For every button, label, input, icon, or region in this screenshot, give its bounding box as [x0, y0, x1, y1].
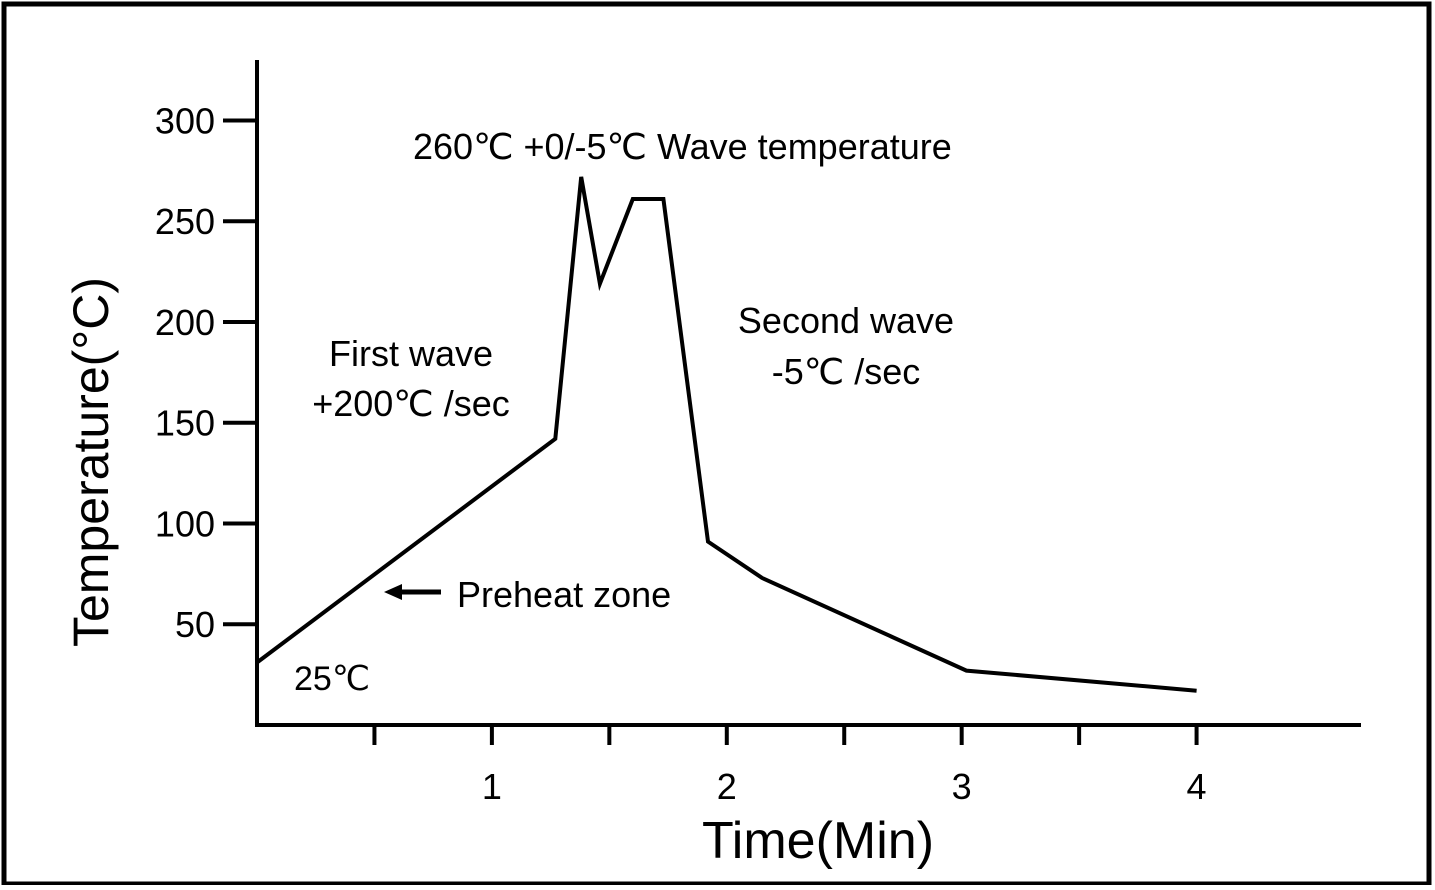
y-axis-title: Temperature(°C): [63, 277, 119, 647]
y-axis-ticks: 50 100 150 200 250 300: [155, 100, 257, 645]
temperature-profile-line: [255, 176, 1197, 693]
series-layer: [255, 176, 1197, 693]
y-tick-label: 300: [155, 100, 215, 141]
y-tick-label: 200: [155, 302, 215, 343]
x-tick-label: 2: [717, 766, 737, 807]
x-axis-title: Time(Min): [702, 812, 934, 870]
second-wave-label: Second wave: [738, 300, 954, 341]
y-tick-label: 250: [155, 201, 215, 242]
x-axis-ticks: 1 2 3 4: [372, 725, 1207, 807]
x-tick-label: 3: [952, 766, 972, 807]
x-tick-label: 4: [1187, 766, 1207, 807]
y-tick-label: 100: [155, 503, 215, 544]
preheat-zone-label: Preheat zone: [457, 574, 671, 615]
y-tick-label: 50: [175, 604, 215, 645]
y-tick-label: 150: [155, 403, 215, 444]
first-wave-rate-label: +200℃ /sec: [312, 383, 510, 424]
second-wave-rate-label: -5℃ /sec: [772, 351, 920, 392]
first-wave-label: First wave: [329, 333, 493, 374]
x-tick-label: 1: [482, 766, 502, 807]
preheat-arrow-icon: [384, 584, 441, 600]
start-temperature-label: 25℃: [294, 660, 370, 698]
wave-temperature-annotation: 260℃ +0/-5℃ Wave temperature: [413, 126, 952, 167]
